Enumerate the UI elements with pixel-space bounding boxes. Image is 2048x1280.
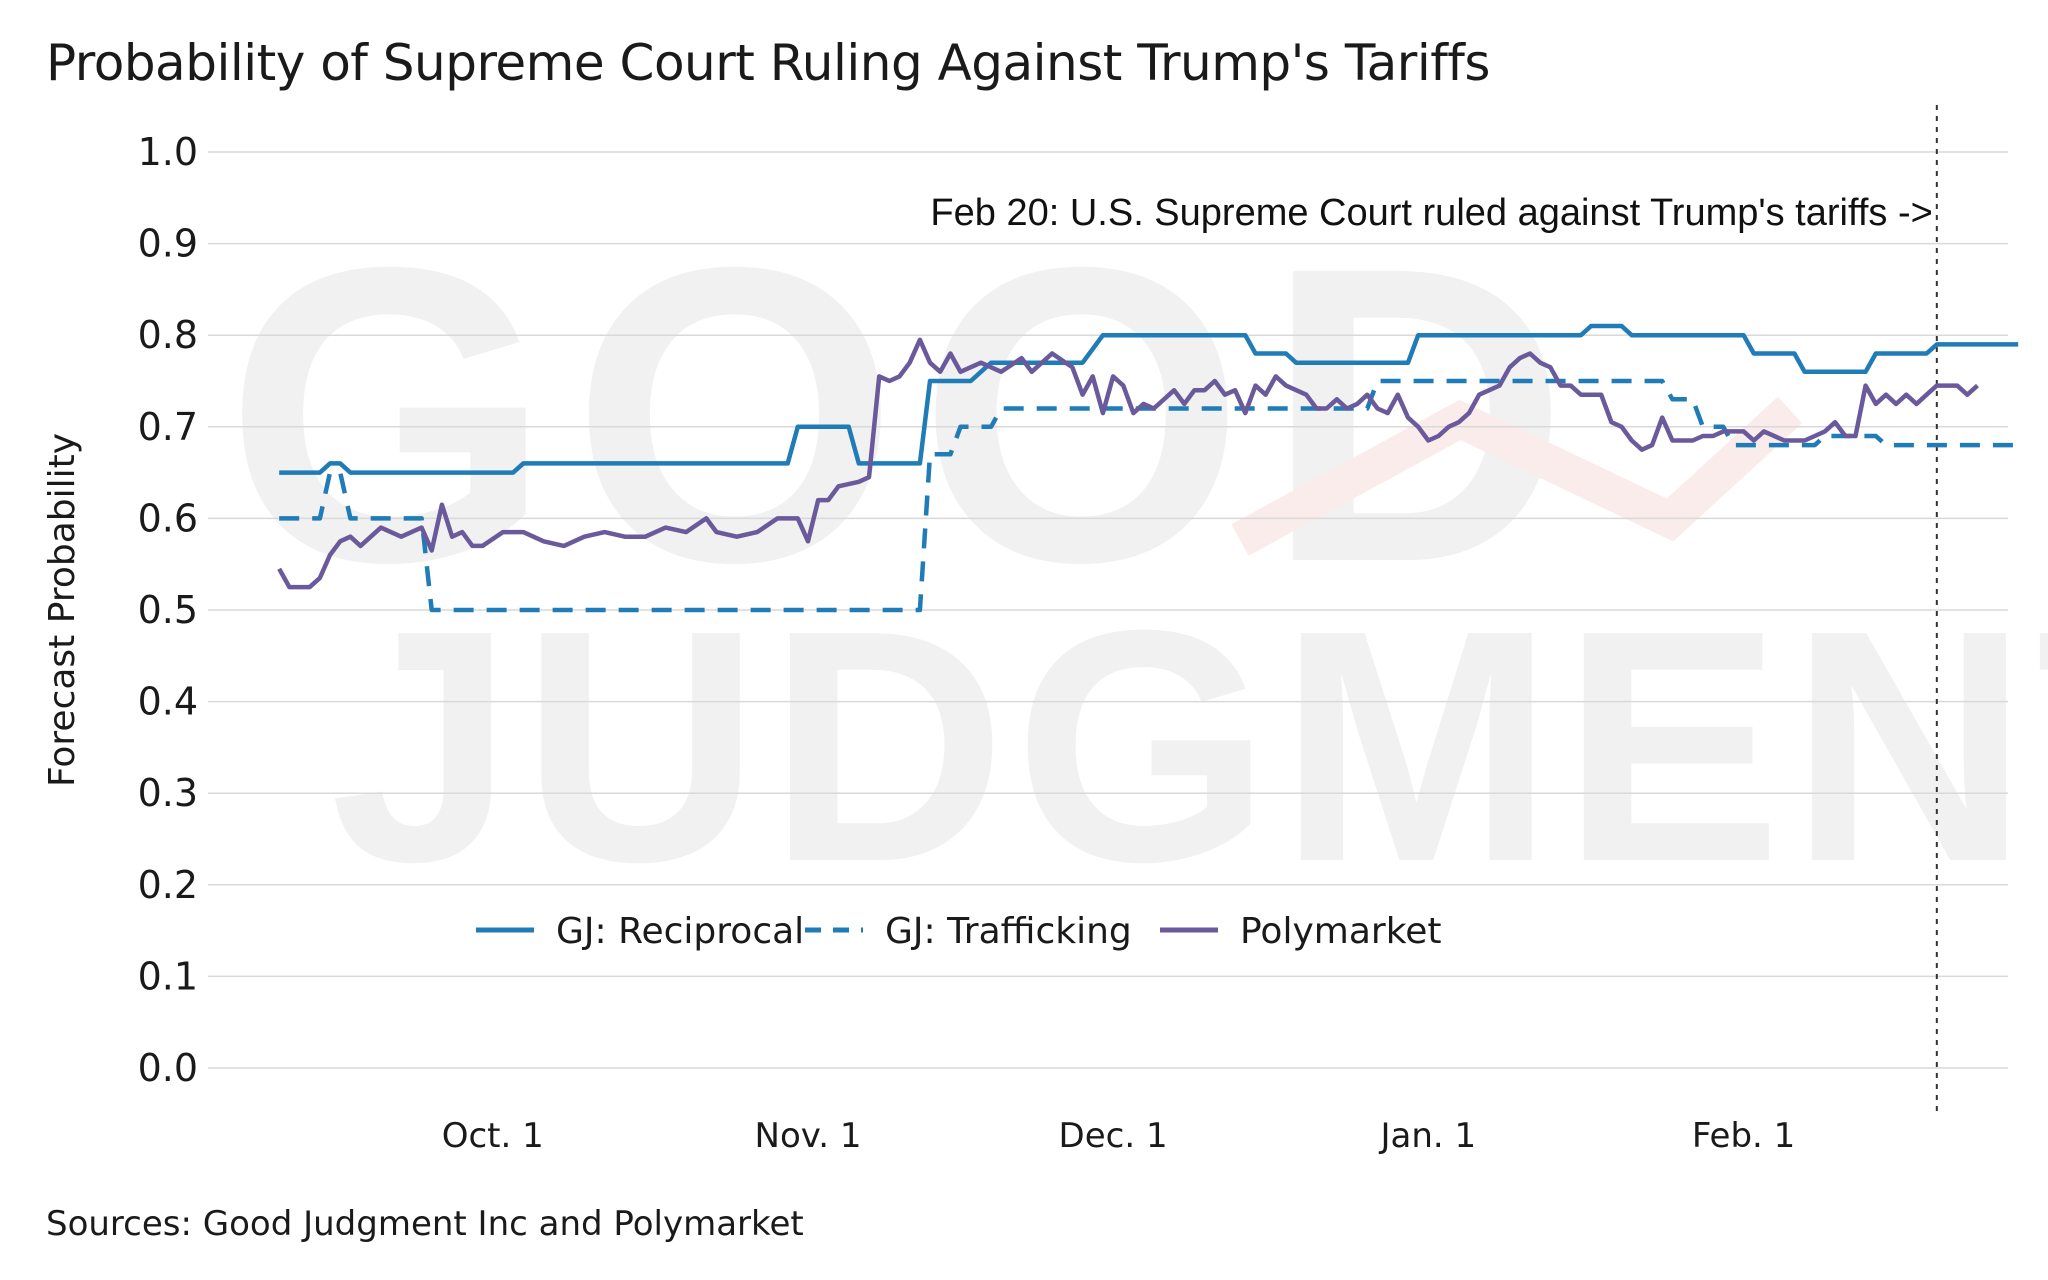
legend-label: Polymarket <box>1240 911 1442 952</box>
y-tick-label: 0.6 <box>138 496 198 540</box>
y-tick-label: 0.9 <box>138 222 198 266</box>
y-tick-label: 0.1 <box>138 954 198 998</box>
series-lines <box>277 323 2019 613</box>
y-tick-label: 0.4 <box>138 680 198 724</box>
source-note: Sources: Good Judgment Inc and Polymarke… <box>46 1204 804 1244</box>
x-tick-label: Feb. 1 <box>1692 1116 1795 1156</box>
x-tick-label: Dec. 1 <box>1059 1116 1168 1156</box>
watermark-judgment: JUDGMENT <box>330 561 2048 930</box>
y-tick-label: 1.0 <box>138 130 198 174</box>
y-tick-label: 0.8 <box>138 313 198 357</box>
y-tick-label: 0.5 <box>138 588 198 632</box>
y-tick-label: 0.3 <box>138 771 198 815</box>
watermark-chevron <box>1231 396 1803 556</box>
y-tick-label: 0.7 <box>138 405 198 449</box>
legend-label: GJ: Reciprocal <box>556 911 804 952</box>
gridlines <box>208 151 2008 1069</box>
annotation: Feb 20: U.S. Supreme Court ruled against… <box>930 105 1938 1112</box>
chart-title: Probability of Supreme Court Ruling Agai… <box>46 34 1490 92</box>
series-line-polymarket <box>277 337 1979 590</box>
x-tick-label: Jan. 1 <box>1379 1116 1477 1156</box>
y-axis-label: Forecast Probability <box>42 433 83 787</box>
series-line-gj-trafficking <box>279 378 2019 613</box>
y-tick-label: 0.2 <box>138 863 198 907</box>
annotation-text: Feb 20: U.S. Supreme Court ruled against… <box>930 192 1932 234</box>
watermark-good: GOOD <box>225 181 1588 650</box>
y-axis: 0.0 0.1 0.2 0.3 0.4 0.5 0.6 0.7 0.8 0.9 1.0 <box>138 130 198 1090</box>
watermark: GOOD JUDGMENT <box>225 181 2048 930</box>
series-line-gj-reciprocal <box>279 323 2019 475</box>
x-axis: Oct. 1 Nov. 1 Dec. 1 Jan. 1 Feb. 1 <box>442 1116 1796 1156</box>
x-tick-label: Nov. 1 <box>755 1116 862 1156</box>
legend-label: GJ: Trafficking <box>885 911 1132 952</box>
legend: GJ: Reciprocal GJ: Trafficking Polymarket <box>476 911 1442 952</box>
y-tick-label: 0.0 <box>138 1046 198 1090</box>
x-tick-label: Oct. 1 <box>442 1116 544 1156</box>
